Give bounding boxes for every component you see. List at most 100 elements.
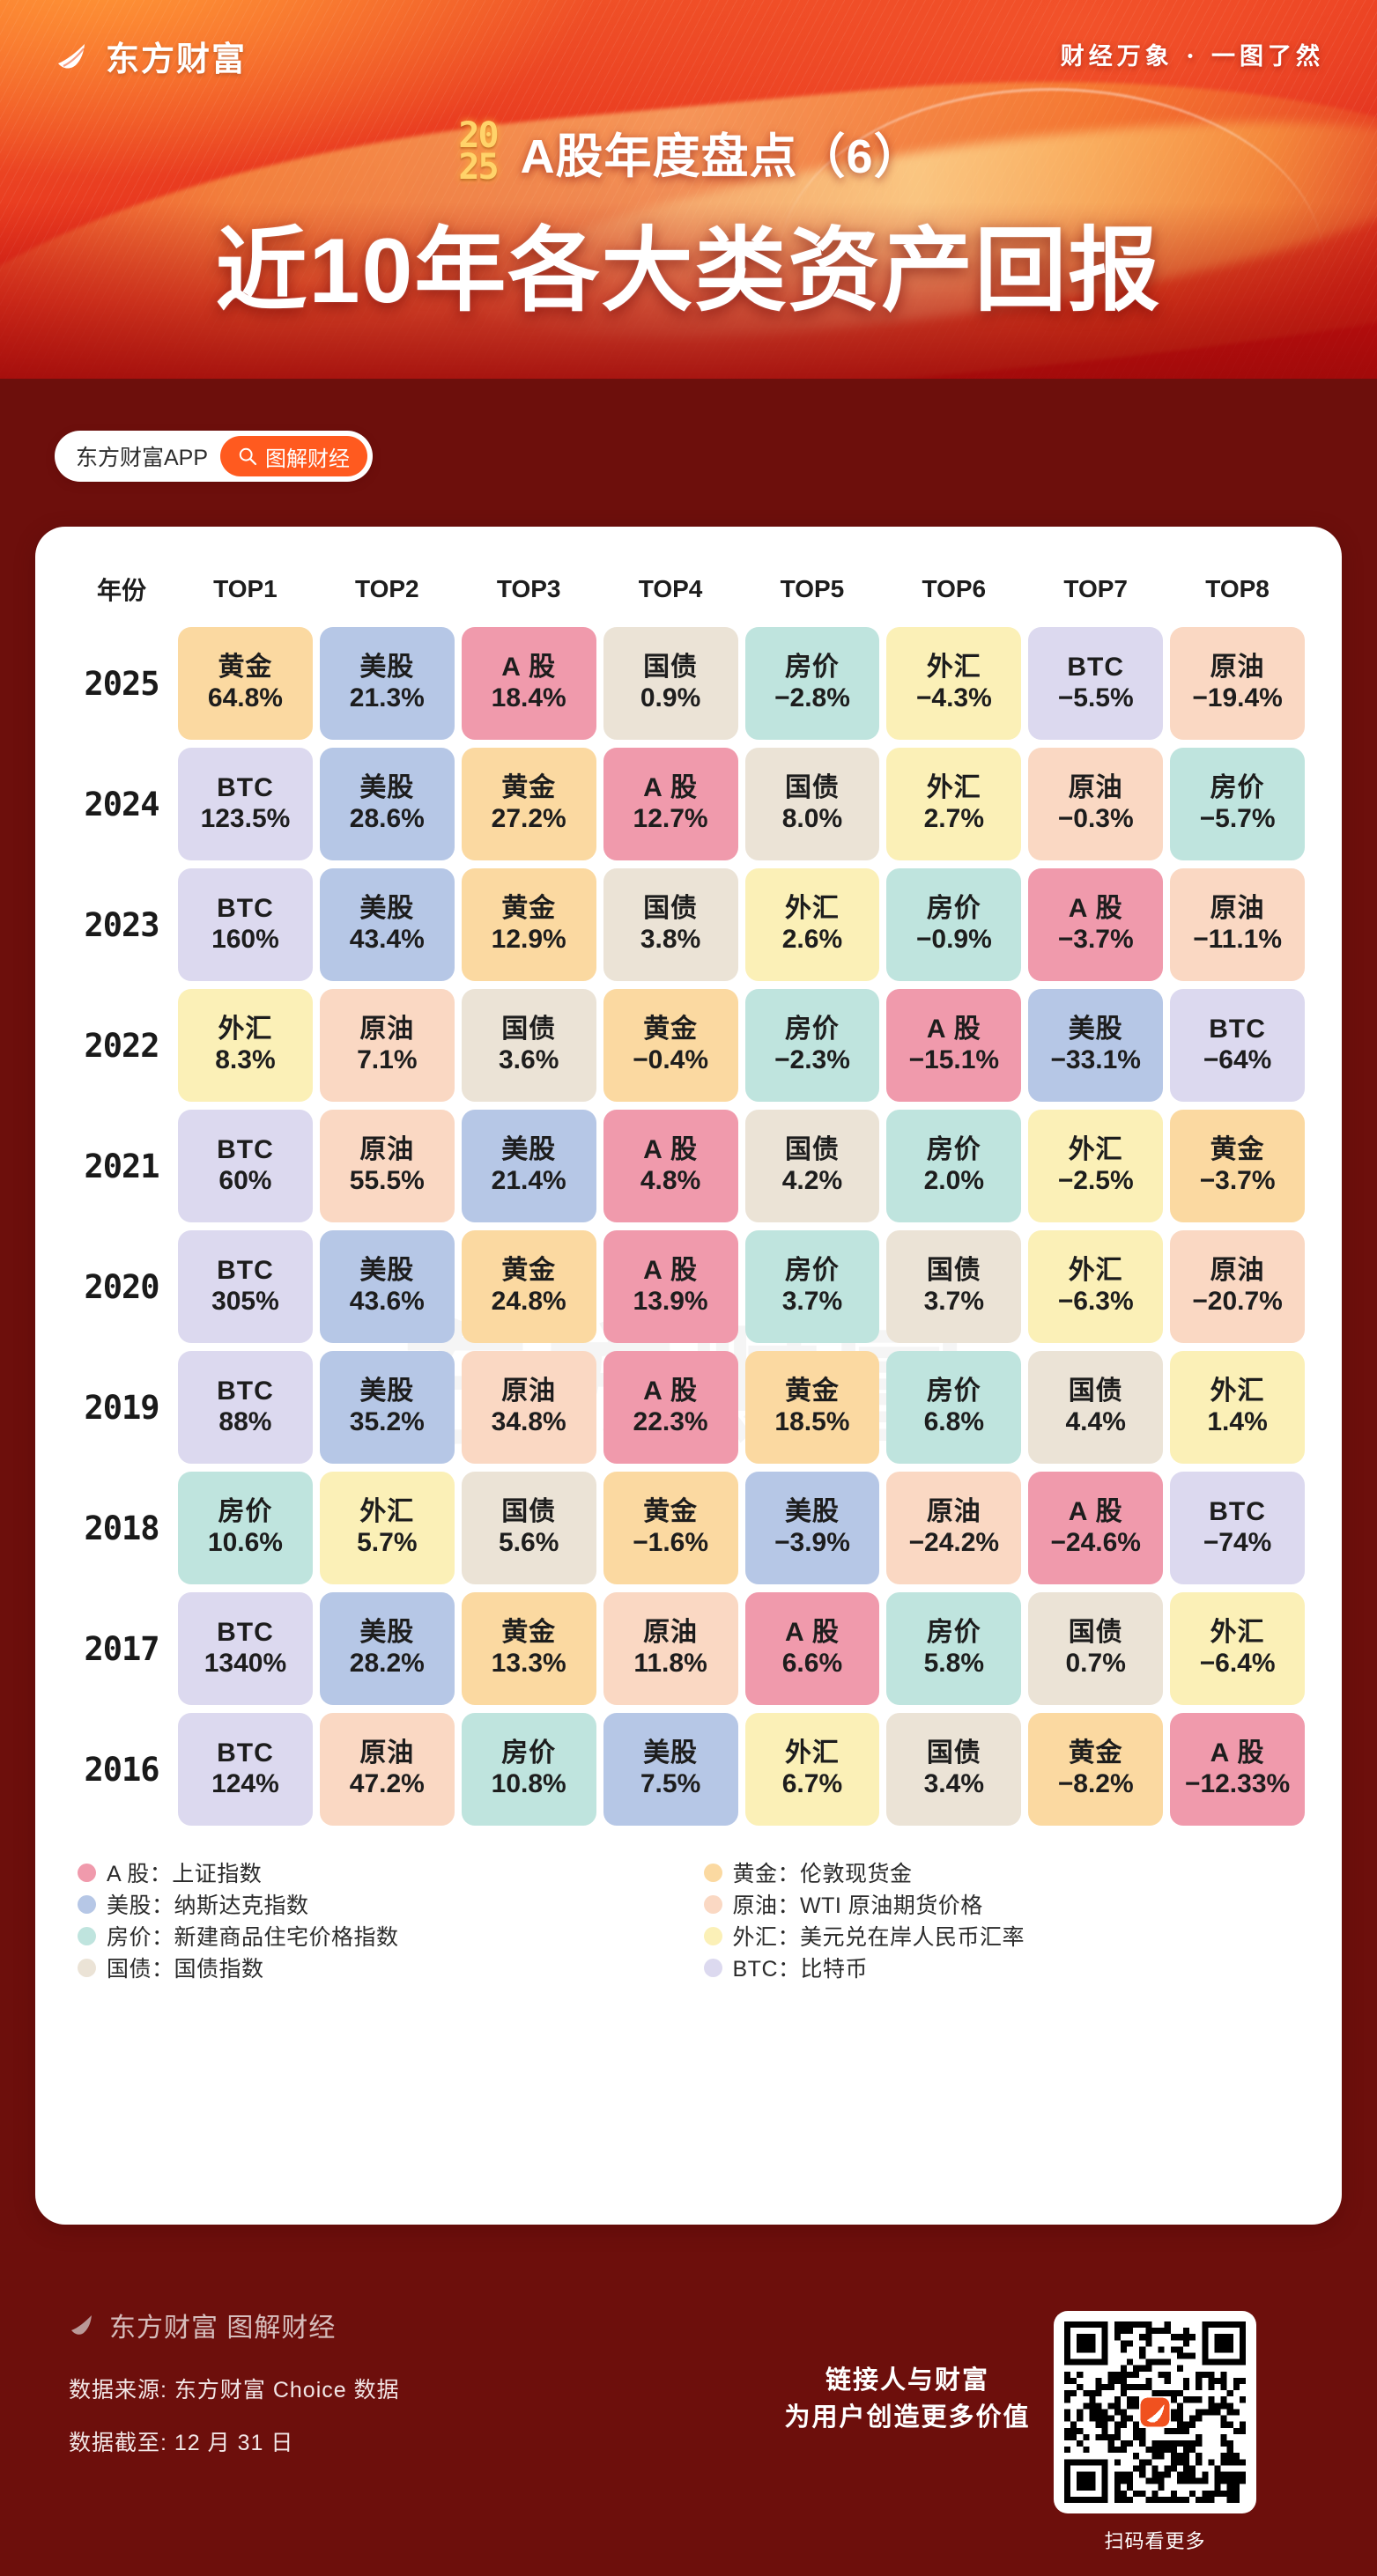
- table-cell: BTC 160%: [178, 868, 313, 981]
- asset-return-value: 4.2%: [781, 1166, 843, 1196]
- asset-chip: 原油 47.2%: [319, 1713, 455, 1826]
- asset-return-value: 3.7%: [781, 1287, 843, 1317]
- asset-chip: 房价 −5.7%: [1170, 748, 1305, 860]
- table-cell: 美股 21.4%: [461, 1110, 596, 1222]
- asset-label: 国债: [501, 1497, 557, 1526]
- tujie-caijing-label: 图解财经: [265, 447, 351, 471]
- asset-chip: BTC 1340%: [178, 1592, 313, 1705]
- asset-label: A 股: [643, 1256, 698, 1285]
- asset-label: A 股: [926, 1015, 981, 1044]
- table-cell: 原油 −24.2%: [886, 1472, 1022, 1584]
- table-cell: 房价 2.0%: [886, 1110, 1022, 1222]
- asset-chip: 国债 5.6%: [461, 1472, 596, 1584]
- asset-chip: 国债 8.0%: [744, 748, 880, 860]
- asset-chip: 黄金 12.9%: [461, 868, 596, 981]
- asset-return-value: −74%: [1203, 1528, 1272, 1558]
- search-icon: [238, 447, 257, 466]
- table-cell: 国债 0.9%: [603, 627, 738, 740]
- asset-return-value: −33.1%: [1050, 1045, 1141, 1075]
- asset-label: 黄金: [501, 894, 557, 923]
- asset-chip: 原油 −11.1%: [1170, 868, 1305, 981]
- table-cell: 原油 11.8%: [603, 1592, 738, 1705]
- table-row: 2018 房价 10.6% 外汇 5.7% 国债 5.6% 黄金 −1.6% 美股 −3.9% 原油 −…: [72, 1472, 1305, 1584]
- tujie-caijing-pill[interactable]: 图解财经: [220, 436, 368, 476]
- asset-chip: 房价 −0.9%: [886, 868, 1022, 981]
- asset-chip: 原油 55.5%: [319, 1110, 455, 1222]
- asset-label: A 股: [1068, 1497, 1123, 1526]
- asset-return-value: 3.7%: [923, 1287, 984, 1317]
- asset-label: 黄金: [643, 1497, 699, 1526]
- asset-chip: 房价 5.8%: [886, 1592, 1022, 1705]
- table-row: 2021 BTC 60% 原油 55.5% 美股 21.4% A 股 4.8% 国债 4.2% 房价 2…: [72, 1110, 1305, 1222]
- asset-return-value: 6.8%: [923, 1407, 984, 1437]
- asset-chip: 房价 3.7%: [744, 1230, 880, 1343]
- asset-chip: 原油 7.1%: [319, 989, 455, 1102]
- asset-chip: A 股 18.4%: [461, 627, 596, 740]
- legend-item: BTC：比特币: [703, 1952, 1313, 1983]
- asset-label: 房价: [784, 1015, 840, 1044]
- legend-label: 原油：WTI 原油期货价格: [732, 1893, 983, 1918]
- asset-return-value: −20.7%: [1192, 1287, 1283, 1317]
- footer: 东方财富 图解财经 数据来源: 东方财富 Choice 数据 数据截至: 12 …: [0, 2251, 1377, 2576]
- table-cell: BTC 123.5%: [178, 748, 313, 860]
- asset-label: 房价: [784, 1256, 840, 1285]
- asset-chip: 原油 −24.2%: [886, 1472, 1022, 1584]
- table-cell: 原油 −19.4%: [1170, 627, 1305, 740]
- asset-label: 国债: [926, 1256, 981, 1285]
- table-cell: 原油 55.5%: [319, 1110, 455, 1222]
- table-cell: 黄金 64.8%: [178, 627, 313, 740]
- asset-chip: 国债 3.8%: [603, 868, 738, 981]
- asset-chip: 外汇 −6.3%: [1028, 1230, 1164, 1343]
- asset-return-value: −19.4%: [1192, 683, 1283, 713]
- column-header-top8: TOP8: [1205, 575, 1270, 602]
- legend-color-swatch: [703, 1894, 722, 1914]
- asset-return-value: 18.5%: [774, 1407, 850, 1437]
- asset-return-value: −6.3%: [1057, 1287, 1134, 1317]
- asset-chip: 房价 6.8%: [886, 1351, 1022, 1464]
- asset-label: 黄金: [501, 1256, 557, 1285]
- asset-label: A 股: [501, 653, 557, 682]
- table-cell: BTC 60%: [178, 1110, 313, 1222]
- asset-chip: 外汇 6.7%: [744, 1713, 880, 1826]
- table-header-row: 年份 TOP1 TOP2 TOP3 TOP4 TOP5 TOP6 TOP7 TOP8: [72, 566, 1305, 619]
- asset-chip: 房价 −2.3%: [744, 989, 880, 1102]
- app-badge[interactable]: 东方财富APP 图解财经: [55, 431, 374, 482]
- table-cell: 房价 5.8%: [886, 1592, 1022, 1705]
- asset-chip: 外汇 −4.3%: [886, 627, 1022, 740]
- asset-chip: 原油 11.8%: [603, 1592, 738, 1705]
- legend-item: 原油：WTI 原油期货价格: [703, 1888, 1313, 1920]
- asset-chip: A 股 −12.33%: [1170, 1713, 1305, 1826]
- asset-label: A 股: [784, 1618, 840, 1647]
- asset-label: BTC: [217, 1256, 274, 1285]
- column-header-top2: TOP2: [355, 575, 419, 602]
- asset-return-value: 27.2%: [491, 804, 566, 834]
- asset-return-value: −0.3%: [1057, 804, 1134, 834]
- hero-arc-line: [778, 88, 1324, 264]
- asset-label: 美股: [784, 1497, 840, 1526]
- row-year: 2021: [84, 1147, 159, 1185]
- asset-return-value: 4.8%: [640, 1166, 701, 1196]
- asset-return-value: 7.5%: [640, 1769, 701, 1799]
- qr-code[interactable]: [1054, 2311, 1256, 2513]
- asset-label: 原油: [643, 1618, 699, 1647]
- asset-chip: 国债 4.2%: [744, 1110, 880, 1222]
- asset-label: 原油: [926, 1497, 981, 1526]
- table-cell: 外汇 6.7%: [744, 1713, 880, 1826]
- asset-return-value: 8.0%: [781, 804, 843, 834]
- asset-chip: 美股 28.6%: [319, 748, 455, 860]
- asset-label: BTC: [1067, 653, 1125, 682]
- asset-label: 国债: [643, 653, 699, 682]
- asset-label: 原油: [359, 1135, 415, 1164]
- legend-label: BTC：比特币: [732, 1957, 869, 1982]
- table-cell: 美股 28.6%: [319, 748, 455, 860]
- legend-color-swatch: [703, 1863, 722, 1882]
- table-row: 2024 BTC 123.5% 美股 28.6% 黄金 27.2% A 股 12.7% 国债 8.0…: [72, 748, 1305, 860]
- asset-label: 房价: [926, 894, 981, 923]
- asset-chip: 美股 −33.1%: [1028, 989, 1164, 1102]
- asset-return-value: −2.8%: [774, 683, 850, 713]
- table-cell: 国债 0.7%: [1028, 1592, 1164, 1705]
- asset-chip: A 股 −3.7%: [1028, 868, 1164, 981]
- asset-chip: 国债 3.6%: [461, 989, 596, 1102]
- footer-slogan-line2: 为用户创造更多价值: [784, 2403, 1031, 2432]
- table-cell: BTC 88%: [178, 1351, 313, 1464]
